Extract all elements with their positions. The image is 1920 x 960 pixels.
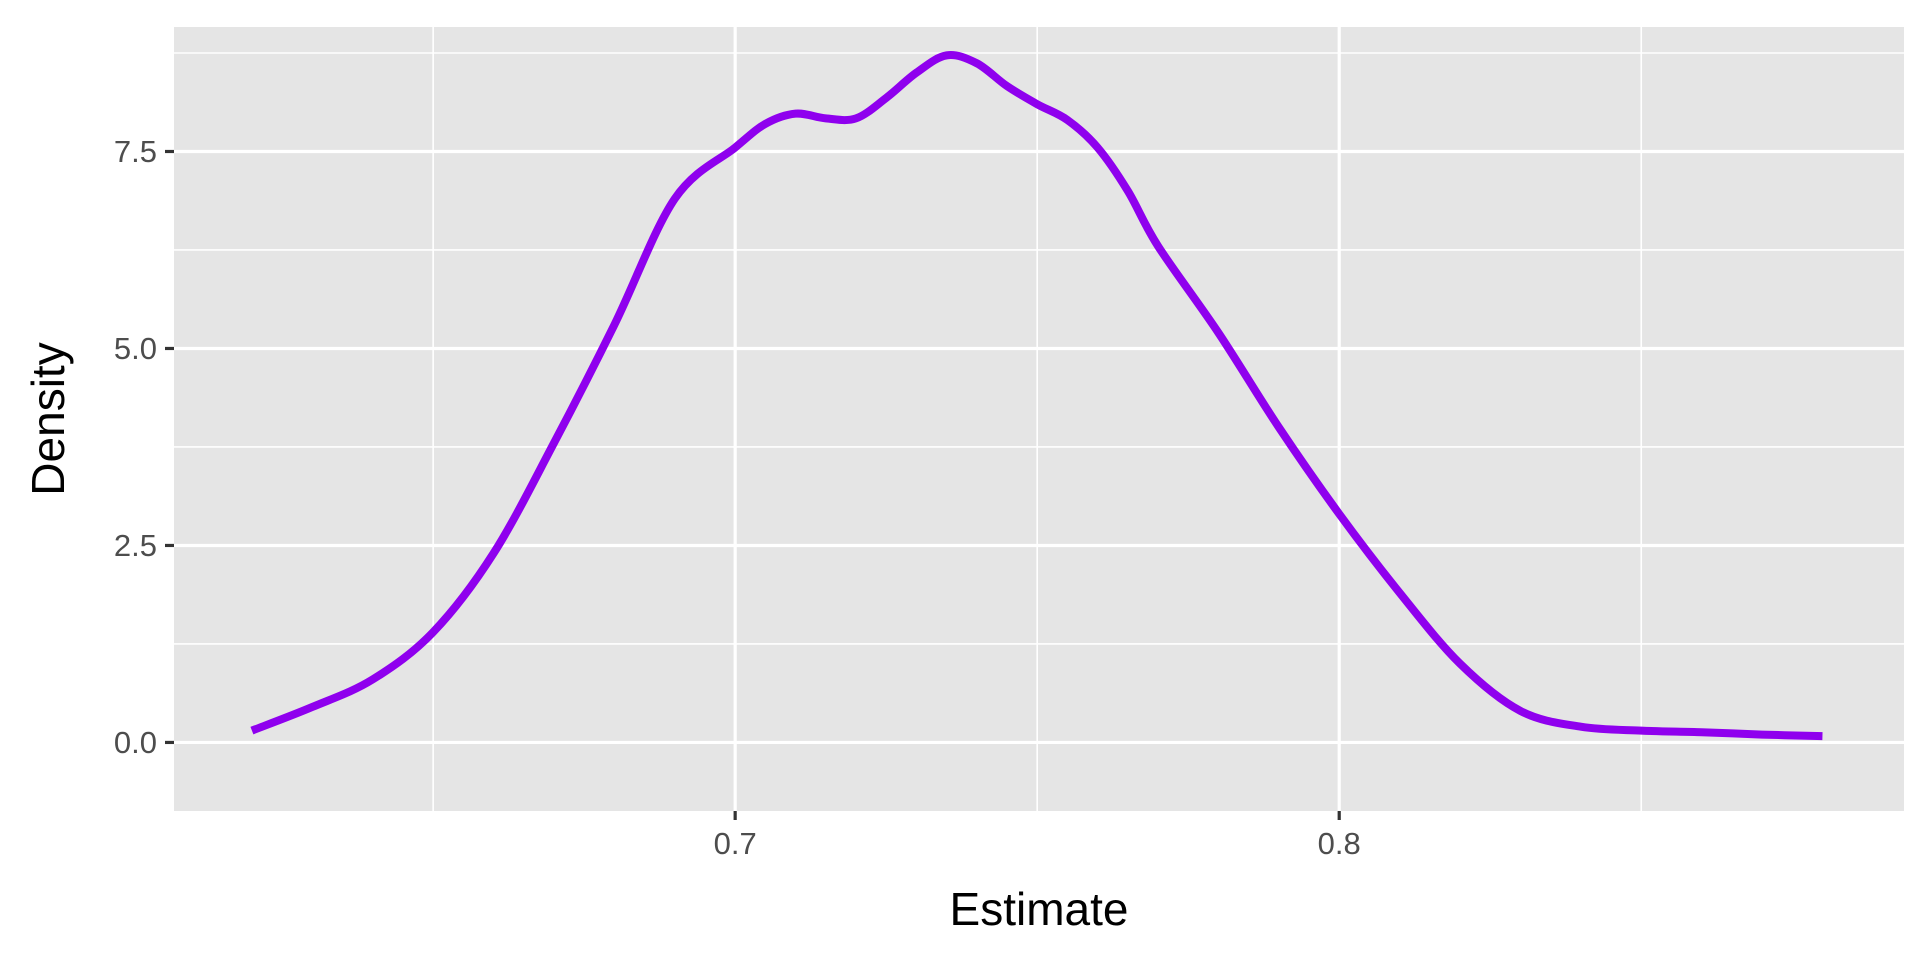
x-tick-label: 0.7 (714, 826, 757, 861)
major-grid (174, 27, 1904, 811)
density-curve (250, 51, 1823, 741)
x-axis: 0.7 0.8 (714, 811, 1361, 861)
x-tick-label: 0.8 (1318, 826, 1361, 861)
y-tick-label: 7.5 (114, 134, 157, 169)
minor-grid (174, 27, 1904, 811)
y-tick-label: 0.0 (114, 725, 157, 760)
y-tick-label: 5.0 (114, 331, 157, 366)
y-tick-label: 2.5 (114, 528, 157, 563)
x-axis-title: Estimate (950, 883, 1129, 935)
y-axis: 0.0 2.5 5.0 7.5 (114, 134, 174, 760)
plot-panel (174, 27, 1904, 811)
y-axis-title: Density (22, 342, 74, 495)
